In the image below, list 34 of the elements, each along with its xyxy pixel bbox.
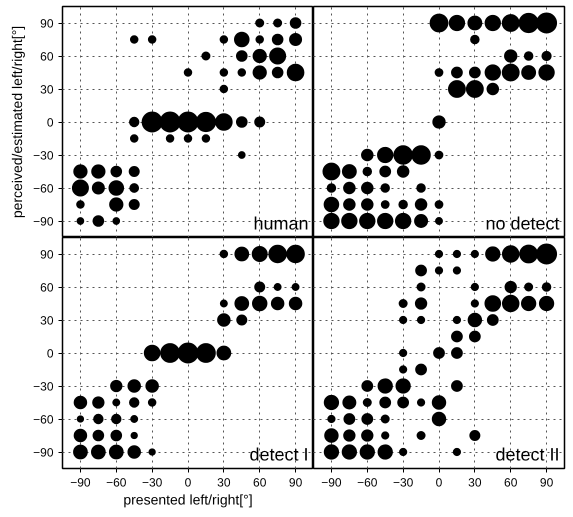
y-tick-label: 30 — [40, 314, 54, 328]
y-tick-label: 0 — [46, 346, 54, 360]
x-tick-label: 0 — [184, 476, 192, 490]
x-tick-label: 60 — [253, 476, 267, 490]
y-tick-label: 30 — [40, 82, 54, 96]
y-tick-label: 60 — [40, 50, 54, 64]
x-tick-label: 30 — [468, 476, 482, 490]
y-tick-label: −60 — [33, 182, 54, 196]
y-tick-label: 0 — [46, 116, 54, 130]
x-tick-label: −30 — [142, 476, 163, 490]
x-axis-title: presented left/right[°] — [123, 492, 253, 508]
y-tick-label: 90 — [40, 16, 54, 30]
x-tick-label: −60 — [106, 476, 127, 490]
y-axis-title: perceived/estimated left/right[°] — [9, 26, 26, 218]
annotation: detect II — [495, 444, 560, 464]
y-tick-label: 90 — [40, 248, 54, 262]
y-tick-label: −90 — [33, 446, 54, 460]
x-tick-label: 0 — [436, 476, 443, 490]
x-tick-label: 90 — [540, 476, 554, 490]
y-tick-label: −90 — [33, 214, 54, 228]
x-tick-label: 90 — [288, 476, 303, 490]
y-tick-label: −60 — [33, 412, 54, 426]
x-tick-label: 60 — [504, 476, 518, 490]
annotation: no detect — [485, 214, 560, 234]
x-tick-label: −90 — [70, 476, 91, 490]
y-tick-label: −30 — [33, 380, 54, 394]
y-tick-label: 60 — [40, 280, 54, 294]
x-tick-label: 30 — [217, 476, 231, 490]
y-tick-label: −30 — [33, 148, 54, 162]
annotation: human — [253, 214, 309, 234]
x-tick-label: −90 — [321, 476, 342, 490]
annotation: detect I — [249, 444, 309, 464]
x-tick-label: −60 — [357, 476, 378, 490]
x-tick-label: −30 — [392, 476, 414, 490]
